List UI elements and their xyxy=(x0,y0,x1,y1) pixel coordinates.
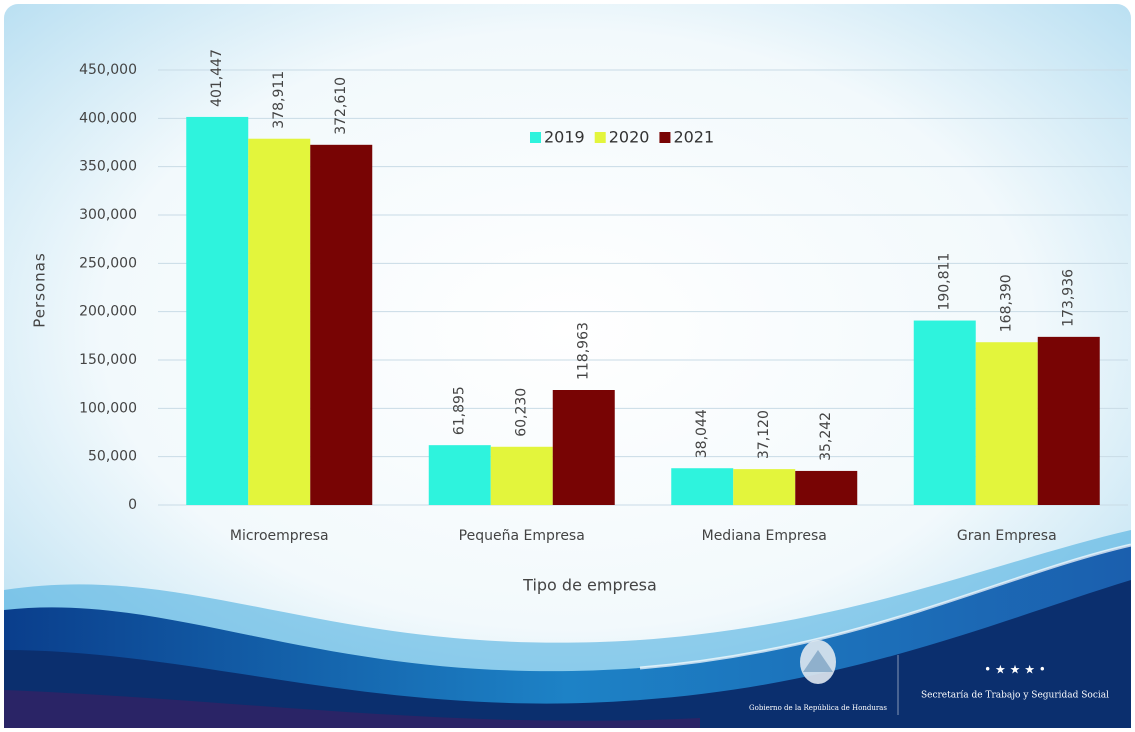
y-tick-label: 450,000 xyxy=(79,62,137,78)
value-label: 401,447 xyxy=(209,49,225,107)
legend-label: 2019 xyxy=(544,128,585,147)
bar xyxy=(186,117,248,505)
bar xyxy=(914,321,976,505)
legend-label: 2020 xyxy=(609,128,650,147)
bar xyxy=(429,445,491,505)
chart: Gobierno de la República de Honduras • ★… xyxy=(0,0,1135,732)
y-tick-label: 200,000 xyxy=(79,304,137,320)
value-label: 173,936 xyxy=(1061,269,1077,327)
value-label: 372,610 xyxy=(333,77,349,135)
legend-swatch xyxy=(530,132,541,143)
stars: • ★ ★ ★ • xyxy=(984,663,1046,677)
value-label: 168,390 xyxy=(999,274,1015,332)
crest xyxy=(800,640,836,684)
y-tick-label: 0 xyxy=(128,497,137,513)
value-label: 190,811 xyxy=(937,253,953,311)
legend-swatch xyxy=(595,132,606,143)
legend-label: 2021 xyxy=(673,128,714,147)
value-label: 60,230 xyxy=(514,388,530,437)
x-axis-title: Tipo de empresa xyxy=(522,576,657,595)
bar xyxy=(248,139,310,505)
bar xyxy=(976,342,1038,505)
x-tick-label: Microempresa xyxy=(230,528,329,544)
legend-swatch xyxy=(659,132,670,143)
x-tick-label: Gran Empresa xyxy=(957,528,1057,544)
y-tick-label: 150,000 xyxy=(79,352,137,368)
value-label: 37,120 xyxy=(756,410,772,459)
bar xyxy=(671,468,733,505)
value-label: 378,911 xyxy=(271,71,287,129)
bar xyxy=(733,469,795,505)
value-label: 38,044 xyxy=(694,409,710,458)
y-axis-title: Personas xyxy=(31,252,49,327)
bar xyxy=(1038,337,1100,505)
y-tick-label: 350,000 xyxy=(79,159,137,175)
bar xyxy=(553,390,615,505)
value-label: 118,963 xyxy=(576,322,592,380)
y-tick-label: 100,000 xyxy=(79,400,137,416)
bar xyxy=(795,471,857,505)
footer-text: Gobierno de la República de Honduras xyxy=(749,704,887,712)
y-tick-label: 250,000 xyxy=(79,255,137,271)
value-label: 35,242 xyxy=(818,412,834,461)
y-tick-label: 50,000 xyxy=(88,449,137,465)
x-tick-label: Mediana Empresa xyxy=(702,528,827,544)
bar xyxy=(491,447,553,505)
footer-text: Secretaría de Trabajo y Seguridad Social xyxy=(921,690,1109,701)
y-tick-label: 300,000 xyxy=(79,207,137,223)
x-tick-label: Pequeña Empresa xyxy=(459,528,585,544)
bar xyxy=(310,145,372,505)
y-tick-label: 400,000 xyxy=(79,110,137,126)
value-label: 61,895 xyxy=(452,386,468,435)
